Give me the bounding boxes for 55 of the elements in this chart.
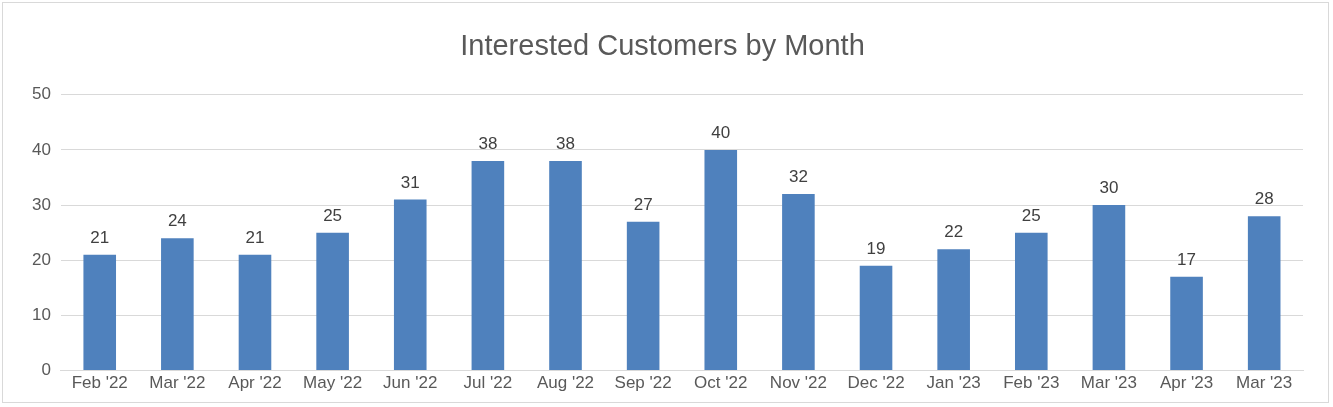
bar (161, 238, 194, 371)
data-label: 19 (866, 238, 886, 258)
y-tick-label: 20 (31, 249, 51, 269)
bar (1170, 276, 1203, 371)
bar (937, 249, 970, 371)
x-tick-label: Dec '22 (847, 373, 905, 393)
bar (782, 194, 815, 371)
bar (83, 254, 117, 371)
bar (704, 149, 738, 371)
y-tick-label: 0 (41, 360, 51, 380)
data-label: 24 (167, 211, 187, 231)
data-label: 27 (633, 194, 653, 214)
data-label: 22 (944, 222, 964, 242)
data-label: 21 (90, 227, 110, 247)
x-tick-label: Apr '22 (228, 373, 282, 393)
data-label: 21 (245, 227, 265, 247)
x-tick-label: Nov '22 (769, 373, 827, 393)
x-tick-label: Mar '23 (1236, 373, 1293, 393)
x-tick-label: Oct '22 (694, 373, 748, 393)
data-label: 32 (788, 167, 808, 187)
x-tick-label: Mar '23 (1080, 373, 1137, 393)
bar (549, 160, 582, 371)
x-tick-label: Mar '22 (149, 373, 206, 393)
y-tick-label: 40 (31, 139, 51, 159)
y-tick-label: 10 (31, 305, 51, 325)
bar (626, 221, 660, 371)
x-tick-label: Apr '23 (1159, 373, 1214, 393)
x-tick-label: Jul '22 (463, 373, 513, 393)
data-label: 40 (711, 123, 731, 143)
bar (1014, 232, 1048, 371)
data-label: 38 (478, 134, 498, 154)
x-tick-label: Jun '22 (383, 373, 438, 393)
x-tick-label: Sep '22 (614, 373, 672, 393)
bar (316, 232, 349, 371)
x-tick-label: Feb '23 (1003, 373, 1060, 393)
bar (1247, 216, 1281, 371)
x-tick-label: May '22 (303, 373, 363, 393)
y-tick-label: 50 (31, 84, 51, 104)
data-label: 38 (556, 134, 575, 154)
x-tick-label: Feb '22 (71, 373, 128, 393)
x-tick-label: Aug '22 (536, 373, 595, 393)
x-tick-label: Jan '23 (926, 373, 981, 393)
bar (1092, 205, 1126, 371)
y-tick-label: 30 (31, 194, 51, 214)
data-label: 31 (400, 172, 420, 192)
bar (471, 160, 505, 371)
chart-title: Interested Customers by Month (460, 29, 865, 62)
data-label: 30 (1099, 178, 1119, 198)
bar (393, 199, 427, 371)
bar (859, 265, 893, 371)
data-label: 28 (1254, 189, 1274, 209)
data-label: 25 (323, 205, 343, 225)
data-label: 17 (1177, 250, 1197, 270)
data-label: 25 (1021, 205, 1041, 225)
bar (238, 254, 272, 371)
